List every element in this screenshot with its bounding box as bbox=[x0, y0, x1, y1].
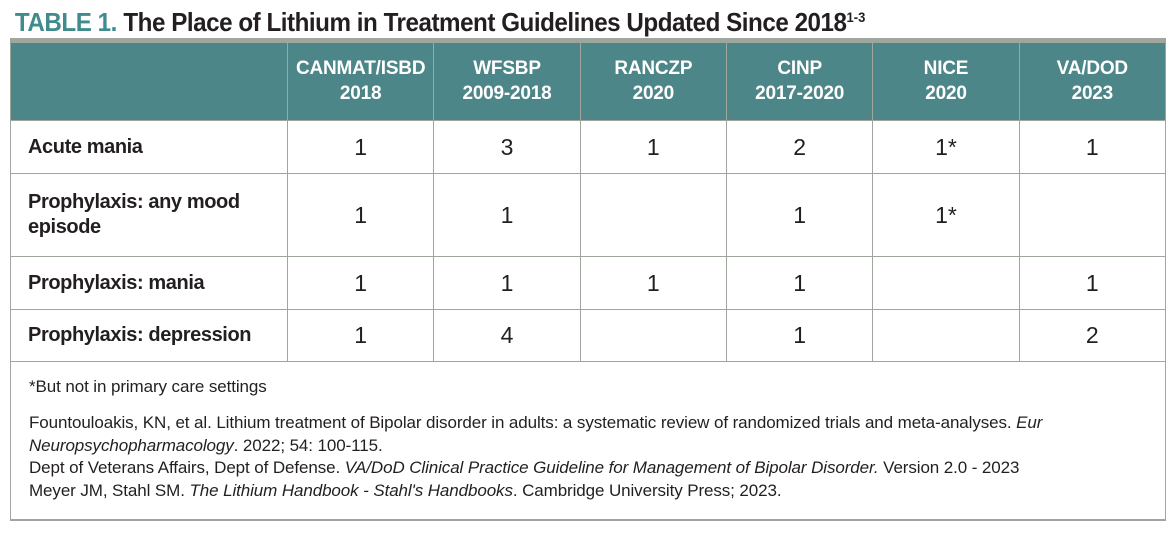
value-cell bbox=[872, 309, 1020, 362]
reference-text-segment: Dept of Veterans Affairs, Dept of Defens… bbox=[29, 458, 345, 478]
reference: Meyer JM, Stahl SM. The Lithium Handbook… bbox=[29, 480, 1147, 503]
table-foot: *But not in primary care settings Founto… bbox=[10, 361, 1166, 520]
column-years: 2009-2018 bbox=[462, 82, 552, 104]
column-header-nice: NICE 2020 bbox=[872, 40, 1020, 121]
footnote: *But not in primary care settings bbox=[29, 377, 267, 396]
table-header: CANMAT/ISBD 2018 WFSBP 2009-2018 RANCZP 2020 C… bbox=[10, 40, 1167, 121]
value-cell: 1* bbox=[872, 120, 1020, 174]
footer-row: *But not in primary care settings Founto… bbox=[10, 361, 1166, 520]
table-row: Acute mania 1 3 1 2 1* 1 bbox=[10, 120, 1167, 174]
column-header-wfsbp: WFSBP 2009-2018 bbox=[433, 40, 581, 121]
value-cell: 1 bbox=[433, 173, 581, 257]
value-cell: 1 bbox=[725, 256, 874, 310]
reference-text-segment: Version 2.0 - 2023 bbox=[878, 458, 1020, 478]
value-cell: 1 bbox=[1018, 256, 1167, 310]
title-superscript: 1-3 bbox=[846, 9, 866, 25]
reference: Dept of Veterans Affairs, Dept of Defens… bbox=[29, 457, 1147, 480]
value-cell bbox=[1018, 173, 1167, 257]
references: Fountouloakis, KN, et al. Lithium treatm… bbox=[29, 412, 1147, 502]
value-cell bbox=[579, 309, 727, 362]
header-row: CANMAT/ISBD 2018 WFSBP 2009-2018 RANCZP 2020 C… bbox=[10, 40, 1167, 121]
column-header-canmat-isbd: CANMAT/ISBD 2018 bbox=[286, 40, 435, 121]
column-name: VA/DOD bbox=[1056, 57, 1128, 79]
value-cell: 1 bbox=[579, 256, 727, 310]
value-cell: 1 bbox=[286, 309, 435, 362]
column-years: 2017-2020 bbox=[755, 82, 845, 104]
value-cell: 2 bbox=[725, 120, 874, 174]
column-name: WFSBP bbox=[473, 57, 541, 79]
row-label: Prophylaxis: mania bbox=[10, 256, 288, 310]
column-header-ranczp: RANCZP 2020 bbox=[579, 40, 727, 121]
value-cell: 3 bbox=[433, 120, 581, 174]
row-label: Acute mania bbox=[10, 120, 288, 174]
column-header-va-dod: VA/DOD 2023 bbox=[1018, 40, 1167, 121]
value-cell bbox=[579, 173, 727, 257]
reference-text-segment: . 2022; 54: 100-115. bbox=[233, 435, 383, 455]
title-text: The Place of Lithium in Treatment Guidel… bbox=[123, 7, 847, 37]
table-row: Prophylaxis: mania 1 1 1 1 1 bbox=[10, 256, 1167, 310]
table-row: Prophylaxis: depression 1 4 1 2 bbox=[10, 309, 1167, 362]
reference-title-segment: The Lithium Handbook - Stahl's Handbooks bbox=[189, 480, 513, 500]
value-cell: 1 bbox=[286, 120, 435, 174]
table-body: Acute mania 1 3 1 2 1* 1 Prophylaxis: any mood … bbox=[10, 120, 1167, 362]
reference-text-segment: Meyer JM, Stahl SM. bbox=[29, 480, 190, 500]
reference-text-segment: . Cambridge University Press; 2023. bbox=[512, 480, 782, 500]
value-cell: 4 bbox=[433, 309, 581, 362]
value-cell: 1 bbox=[1018, 120, 1167, 174]
reference: Fountouloakis, KN, et al. Lithium treatm… bbox=[29, 412, 1147, 457]
value-cell: 1 bbox=[725, 173, 874, 257]
row-label: Prophylaxis: any mood episode bbox=[10, 173, 288, 257]
table-row: Prophylaxis: any mood episode 1 1 1 1* bbox=[10, 173, 1167, 257]
guidelines-table: CANMAT/ISBD 2018 WFSBP 2009-2018 RANCZP 2020 C… bbox=[10, 38, 1167, 521]
reference-text-segment: Fountouloakis, KN, et al. Lithium treatm… bbox=[29, 413, 1017, 432]
reference-title-segment: VA/DoD Clinical Practice Guideline for M… bbox=[344, 458, 879, 478]
column-years: 2020 bbox=[925, 82, 967, 104]
column-name: CINP bbox=[777, 57, 822, 79]
column-years: 2018 bbox=[339, 82, 382, 104]
value-cell bbox=[872, 256, 1020, 310]
column-name: CANMAT/ISBD bbox=[295, 57, 426, 79]
value-cell: 2 bbox=[1018, 309, 1167, 362]
column-name: NICE bbox=[923, 57, 969, 79]
column-years: 2020 bbox=[632, 82, 675, 104]
value-cell: 1 bbox=[579, 120, 727, 174]
column-header-cinp: CINP 2017-2020 bbox=[725, 40, 874, 121]
reference-title-segment: Eur Neuropsychopharmacology bbox=[29, 413, 1043, 455]
value-cell: 1* bbox=[872, 173, 1020, 257]
value-cell: 1 bbox=[433, 256, 581, 310]
column-years: 2023 bbox=[1071, 82, 1114, 104]
value-cell: 1 bbox=[725, 309, 874, 362]
corner-cell bbox=[10, 40, 288, 121]
page-title: TABLE 1. The Place of Lithium in Treatmen… bbox=[0, 0, 1094, 38]
column-name: RANCZP bbox=[614, 57, 693, 79]
value-cell: 1 bbox=[286, 256, 435, 310]
row-label: Prophylaxis: depression bbox=[10, 309, 288, 362]
table-number-label: TABLE 1. bbox=[14, 7, 117, 37]
footnote-cell: *But not in primary care settings Founto… bbox=[10, 361, 1166, 520]
value-cell: 1 bbox=[286, 173, 435, 257]
